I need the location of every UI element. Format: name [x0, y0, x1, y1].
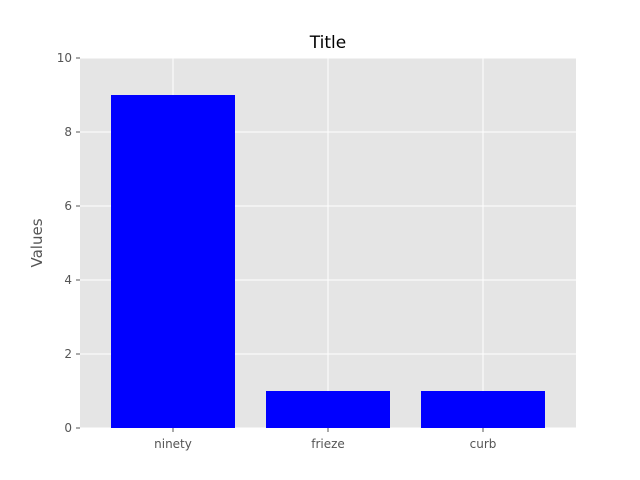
bar-frieze — [266, 391, 390, 428]
y-axis-label: Values — [28, 218, 46, 267]
x-tick-label: curb — [470, 437, 497, 451]
x-tick-label: frieze — [311, 437, 345, 451]
y-tick-label: 10 — [57, 51, 72, 65]
y-tick-label: 6 — [64, 199, 72, 213]
bar-curb — [421, 391, 545, 428]
y-tick-label: 8 — [64, 125, 72, 139]
y-axis-ticks: 0 2 4 6 8 10 — [57, 51, 80, 435]
bar-ninety — [111, 95, 235, 428]
chart-title: Title — [309, 33, 346, 53]
y-tick-label: 4 — [64, 273, 72, 287]
y-tick-label: 0 — [64, 421, 72, 435]
x-tick-label: ninety — [154, 437, 192, 451]
bars — [111, 95, 545, 428]
y-tick-label: 2 — [64, 347, 72, 361]
x-axis-ticks: ninety frieze curb — [154, 428, 496, 451]
